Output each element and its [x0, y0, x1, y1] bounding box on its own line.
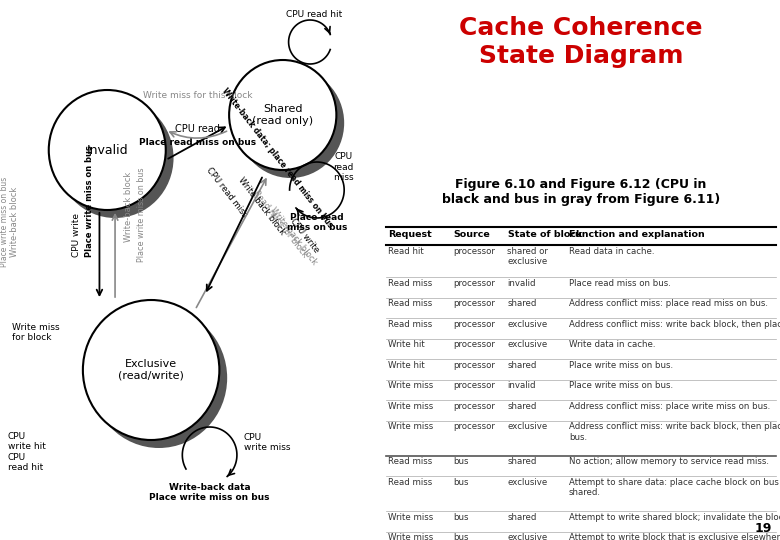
Text: exclusive: exclusive: [507, 422, 548, 431]
Text: Write hit: Write hit: [388, 361, 424, 370]
Text: processor: processor: [453, 361, 495, 370]
Text: Attempt to write shared block; invalidate the block.: Attempt to write shared block; invalidat…: [569, 512, 780, 522]
Text: Read hit: Read hit: [388, 247, 424, 256]
Text: Write hit: Write hit: [388, 340, 424, 349]
Text: Address conflict miss: write back block, then place read miss on bus: Address conflict miss: write back block,…: [569, 320, 780, 329]
Text: processor: processor: [453, 247, 495, 256]
Text: shared: shared: [507, 457, 537, 466]
Text: Attempt to write block that is exclusive elsewhere: write back the
cache block a: Attempt to write block that is exclusive…: [569, 533, 780, 540]
Text: State of block: State of block: [508, 230, 582, 239]
Text: Write-back block: Write-back block: [268, 206, 319, 267]
Text: shared or
exclusive: shared or exclusive: [507, 247, 548, 266]
Text: exclusive: exclusive: [507, 320, 548, 329]
Text: Write miss: Write miss: [388, 402, 433, 411]
Text: CPU read miss: CPU read miss: [204, 166, 249, 219]
Text: CPU write: CPU write: [288, 217, 321, 254]
Text: No action; allow memory to service read miss.: No action; allow memory to service read …: [569, 457, 769, 466]
Text: Write miss: Write miss: [388, 381, 433, 390]
Text: Write-back block: Write-back block: [10, 187, 20, 257]
Circle shape: [90, 308, 227, 448]
Text: Address conflict miss: place write miss on bus.: Address conflict miss: place write miss …: [569, 402, 770, 411]
Text: bus: bus: [453, 478, 469, 487]
Text: Address conflict miss: place read miss on bus.: Address conflict miss: place read miss o…: [569, 299, 768, 308]
Text: processor: processor: [453, 422, 495, 431]
Text: Place read miss on bus.: Place read miss on bus.: [569, 279, 671, 288]
Text: Read miss: Read miss: [388, 299, 432, 308]
Text: processor: processor: [453, 402, 495, 411]
Text: Cache Coherence
State Diagram: Cache Coherence State Diagram: [459, 16, 703, 68]
Circle shape: [237, 68, 344, 178]
Text: Read data in cache.: Read data in cache.: [569, 247, 654, 256]
Circle shape: [48, 90, 165, 210]
Text: Request: Request: [388, 230, 432, 239]
Text: exclusive: exclusive: [507, 478, 548, 487]
Text: processor: processor: [453, 320, 495, 329]
Text: Address conflict miss: write back block, then place write miss on
bus.: Address conflict miss: write back block,…: [569, 422, 780, 442]
Text: Shared
(read only): Shared (read only): [252, 104, 314, 126]
Text: Exclusive
(read/write): Exclusive (read/write): [119, 359, 184, 381]
Text: CPU
read
miss: CPU read miss: [333, 152, 353, 182]
Text: CPU write: CPU write: [72, 213, 80, 257]
Text: Source: Source: [454, 230, 491, 239]
Text: exclusive: exclusive: [507, 340, 548, 349]
Text: Place write miss on bus: Place write miss on bus: [136, 167, 146, 262]
Text: shared: shared: [507, 299, 537, 308]
Text: shared: shared: [507, 402, 537, 411]
Text: Place read
miss on bus: Place read miss on bus: [287, 213, 347, 232]
Text: Place write miss on bus: Place write miss on bus: [0, 177, 9, 267]
Text: exclusive: exclusive: [507, 533, 548, 540]
Circle shape: [229, 60, 336, 170]
Text: processor: processor: [453, 381, 495, 390]
Text: Write miss
for block: Write miss for block: [12, 322, 59, 342]
Text: Place write miss on bus.: Place write miss on bus.: [569, 361, 673, 370]
Text: Function and explanation: Function and explanation: [569, 230, 705, 239]
Text: shared: shared: [507, 361, 537, 370]
Text: Write miss: Write miss: [388, 422, 433, 431]
Text: 19: 19: [755, 522, 772, 535]
Text: CPU
write hit
CPU
read hit: CPU write hit CPU read hit: [8, 432, 46, 472]
Text: Read miss for block: Read miss for block: [251, 189, 309, 260]
Text: Read miss: Read miss: [388, 279, 432, 288]
Circle shape: [56, 98, 173, 218]
Text: CPU read: CPU read: [175, 124, 220, 134]
Text: Write miss: Write miss: [388, 533, 433, 540]
Text: Place write miss on bus.: Place write miss on bus.: [569, 381, 673, 390]
Text: Write-back block: Write-back block: [124, 172, 133, 242]
Text: Write miss: Write miss: [388, 512, 433, 522]
Text: CPU read hit: CPU read hit: [285, 10, 342, 19]
Text: processor: processor: [453, 299, 495, 308]
Text: Attempt to share data: place cache block on bus and change state to
shared.: Attempt to share data: place cache block…: [569, 478, 780, 497]
Text: Figure 6.10 and Figure 6.12 (CPU in
black and bus in gray from Figure 6.11): Figure 6.10 and Figure 6.12 (CPU in blac…: [442, 178, 720, 206]
Text: shared: shared: [507, 512, 537, 522]
Text: bus: bus: [453, 512, 469, 522]
Text: processor: processor: [453, 279, 495, 288]
Text: bus: bus: [453, 457, 469, 466]
Text: Write-back data
Place write miss on bus: Write-back data Place write miss on bus: [150, 483, 270, 502]
Text: Place write miss on bus: Place write miss on bus: [85, 145, 94, 257]
Text: Read miss: Read miss: [388, 457, 432, 466]
Text: processor: processor: [453, 340, 495, 349]
Text: invalid: invalid: [507, 381, 536, 390]
Text: Write-back block: Write-back block: [236, 176, 287, 237]
Text: invalid: invalid: [507, 279, 536, 288]
Text: Read miss: Read miss: [388, 320, 432, 329]
Text: Write-back data; place read miss on bus: Write-back data; place read miss on bus: [220, 86, 335, 230]
Text: Invalid: Invalid: [87, 144, 128, 157]
Text: CPU
write miss: CPU write miss: [243, 433, 290, 452]
Text: Write miss for this block: Write miss for this block: [143, 91, 252, 100]
Text: Read miss: Read miss: [388, 478, 432, 487]
Circle shape: [83, 300, 219, 440]
Text: Place read miss on bus: Place read miss on bus: [139, 138, 256, 147]
Text: Write data in cache.: Write data in cache.: [569, 340, 655, 349]
Text: bus: bus: [453, 533, 469, 540]
